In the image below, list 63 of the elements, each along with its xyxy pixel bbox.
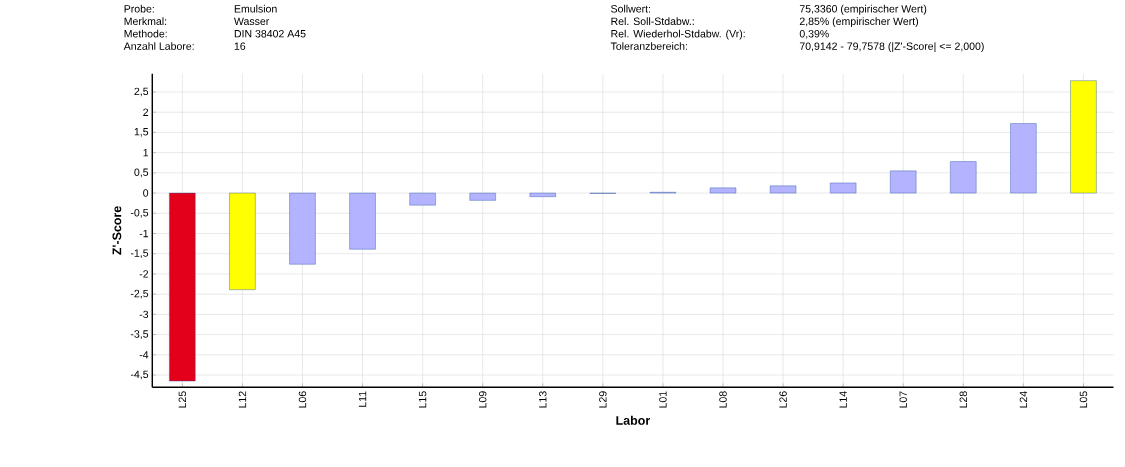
x-axis-title: Labor — [616, 415, 650, 425]
text: Rel. Soll-Stdabw.: — [611, 17, 694, 26]
y-tick-label: -1,5 — [130, 249, 149, 259]
x-tick-label: L29 — [599, 391, 607, 408]
y-tick-label: 1,5 — [134, 128, 149, 137]
y-tick-label: 0,5 — [134, 168, 149, 178]
bar — [529, 193, 556, 198]
y-tick-label: 2 — [143, 108, 149, 117]
text: Emulsion — [234, 4, 277, 13]
x-tick-label: L12 — [238, 391, 247, 408]
text: Merkmal: — [124, 17, 167, 26]
x-tick-label: L24 — [1019, 391, 1028, 408]
x-tick-label: L07 — [899, 391, 907, 408]
x-tick-label: L05 — [1079, 391, 1088, 408]
x-tick-label: L06 — [298, 391, 307, 408]
y-tick-label: -3,5 — [130, 330, 149, 340]
text: 0,39% — [799, 30, 829, 39]
bar — [349, 193, 376, 250]
text: Rel. Wiederhol-Stdabw. (Vr): — [611, 29, 745, 40]
y-axis-title: Z'-Score — [112, 206, 122, 255]
bar — [890, 170, 917, 194]
y-tick-label: -2,5 — [130, 289, 149, 299]
y-tick-label: -1 — [139, 230, 149, 238]
x-tick-label: L15 — [418, 391, 427, 408]
text: 70,9142 - 79,7578 (|Z'-Score| <= 2,000) — [799, 42, 984, 53]
x-tick-label: L14 — [839, 391, 847, 408]
x-tick-label: L11 — [358, 391, 367, 407]
bar — [1010, 123, 1037, 194]
y-tick-label: -3 — [139, 310, 149, 319]
y-tick-label: 0 — [143, 189, 149, 197]
bar — [950, 161, 977, 194]
text: Methode: — [124, 29, 167, 38]
y-tick-label: -4,5 — [130, 370, 149, 380]
bar — [769, 185, 797, 194]
x-tick-label: L26 — [779, 391, 787, 408]
text: 2,85% (empirischer Wert) — [799, 17, 918, 28]
x-tick-label: L25 — [178, 391, 187, 408]
text: Anzahl Labore: — [123, 42, 194, 51]
x-tick-label: L09 — [478, 391, 487, 408]
bar — [1070, 80, 1097, 194]
x-tick-label: L01 — [659, 391, 667, 408]
text: DIN 38402 A45 — [234, 30, 306, 38]
bar — [469, 193, 496, 201]
bar — [709, 187, 737, 194]
text: 75,3360 (empirischer Wert) — [799, 4, 927, 15]
text: Probe: — [124, 4, 154, 13]
bar — [229, 193, 256, 291]
bar — [830, 182, 857, 194]
x-tick-label: L28 — [959, 391, 968, 408]
text: Toleranzbereich: — [610, 42, 687, 51]
y-tick-label: -0,5 — [130, 209, 149, 218]
bar — [169, 193, 196, 382]
text: Sollwert: — [611, 4, 651, 13]
y-tick-label: -2 — [139, 270, 149, 278]
text: Wasser — [233, 17, 270, 26]
y-tick-label: 1 — [143, 149, 149, 157]
text: 16 — [234, 42, 246, 51]
bar — [289, 193, 316, 265]
x-tick-label: L13 — [539, 391, 547, 408]
bar — [409, 193, 436, 206]
y-tick-label: 2,5 — [134, 87, 149, 97]
y-tick-label: -4 — [139, 351, 149, 359]
x-tick-label: L08 — [719, 391, 727, 408]
